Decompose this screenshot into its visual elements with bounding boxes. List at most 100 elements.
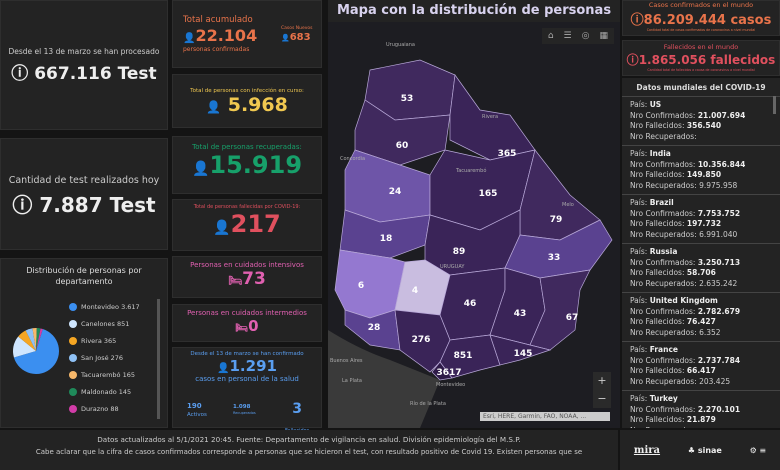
active-panel: Total de personas con infección en curso… — [172, 74, 322, 128]
country-field: Nro Recuperados: — [630, 327, 697, 337]
country-field: 21.007.694 — [697, 110, 746, 120]
place-montevideo: Montevideo — [436, 382, 465, 388]
dept-montevideo[interactable] — [431, 361, 453, 381]
legend-label: Rivera 365 — [81, 337, 117, 345]
legend-swatch — [69, 303, 77, 311]
new-cases-value: 683 — [289, 32, 311, 43]
person-icon: 👤 — [217, 363, 230, 374]
pie-slice-rivera[interactable] — [18, 330, 36, 351]
bed-icon: 🛏 — [235, 323, 249, 334]
country-item: País: Russia Nro Confirmados: 3.250.713 … — [622, 244, 780, 293]
place-uruguay: URUGUAY — [440, 264, 465, 270]
basemap-gallery-icon[interactable]: ▦ — [599, 31, 608, 41]
health-staff-sub: casos en personal de la salud — [195, 375, 299, 383]
country-field: Brazil — [649, 198, 674, 207]
pie-slice-san-josé[interactable] — [25, 328, 36, 351]
home-icon[interactable]: ⌂ — [547, 31, 554, 41]
deaths-value: 217 — [230, 210, 281, 238]
pie-slice-tacuarembó[interactable] — [32, 328, 37, 351]
layers-icon[interactable]: ◎ — [581, 31, 590, 41]
country-field: Nro Recuperados: — [630, 229, 697, 239]
country-field: Nro Confirmados: — [630, 110, 696, 120]
mira-logo: mira — [633, 444, 661, 456]
country-field: Nro Recuperados: — [630, 180, 697, 190]
info-icon: ⓘ — [630, 13, 644, 28]
tests-today-value: 7.887 Test — [39, 193, 156, 217]
country-field: País: — [630, 247, 648, 256]
label-rivera: 365 — [498, 149, 517, 159]
country-field: 76.427 — [686, 317, 716, 326]
legend-item[interactable]: Tacuarembó 165 — [69, 371, 135, 379]
recovered-label: Total de personas recuperadas: — [192, 143, 302, 151]
country-item: País: Turkey Nro Confirmados: 2.270.101 … — [622, 391, 780, 428]
country-field: 356.540 — [686, 121, 722, 130]
label-paysandu: 24 — [389, 187, 402, 197]
legend-item[interactable]: Canelones 851 — [69, 320, 129, 328]
health-staff-value: 1.291 — [229, 357, 277, 375]
tests-today-panel: Cantidad de test realizados hoy ⓘ 7.887 … — [0, 138, 168, 250]
country-field: 203.425 — [699, 376, 731, 386]
world-list-scrollbar[interactable] — [773, 96, 776, 114]
label-rocha: 67 — [566, 313, 579, 323]
legend-item[interactable]: Maldonado 145 — [69, 388, 131, 396]
country-field: 6.991.040 — [699, 229, 738, 239]
legend-item[interactable]: Rivera 365 — [69, 337, 116, 345]
label-maldonado: 145 — [514, 349, 533, 359]
deaths-panel: Total de personas fallecidas por COVID-1… — [172, 199, 322, 251]
country-field: Nro Fallecidos: — [630, 317, 685, 326]
map-title: Mapa con la distribución de personas — [328, 0, 620, 22]
map-canvas[interactable]: 53 60 365 24 165 79 18 89 33 6 4 46 43 6… — [328, 22, 620, 428]
country-field: US — [649, 100, 662, 109]
country-field: Nro Recuperados: — [630, 278, 697, 288]
label-cerro-largo: 79 — [550, 215, 563, 225]
legend-item[interactable]: San José 276 — [69, 354, 123, 362]
pie-slice-canelones[interactable] — [13, 336, 36, 358]
country-field: 58.706 — [686, 268, 716, 277]
country-field: 197.732 — [686, 219, 722, 228]
person-icon: 👤 — [281, 34, 290, 42]
pie-slice-maldonado[interactable] — [36, 328, 41, 351]
pie-slice-durazno[interactable] — [36, 328, 43, 351]
country-field: Nro Fallecidos: — [630, 121, 685, 130]
legend-swatch — [69, 371, 77, 379]
legend-item[interactable]: Durazno 88 — [69, 405, 119, 413]
new-cases-label: Casos Nuevos — [281, 26, 313, 31]
accumulated-sub: personas confirmadas — [183, 46, 250, 53]
country-field: Nro Confirmados: — [630, 404, 696, 414]
person-icon: 👤 — [191, 161, 210, 177]
list-icon[interactable]: ☰ — [563, 31, 572, 41]
world-list-panel[interactable]: Datos mundiales del COVID-19 País: US Nr… — [622, 78, 780, 428]
label-durazno: 89 — [453, 247, 466, 257]
country-item: País: United Kingdom Nro Confirmados: 2.… — [622, 293, 780, 342]
country-field: 9.975.958 — [699, 180, 738, 190]
world-cases-value: 86.209.444 casos — [643, 13, 772, 28]
tests-total-value: 667.116 Test — [34, 64, 157, 84]
pie-slice-montevideo[interactable] — [13, 329, 59, 374]
health-staff-label: Desde el 13 de marzo se han confirmado — [190, 351, 304, 357]
hs-active-value: 190 — [187, 402, 202, 410]
active-value: 5.968 — [227, 94, 288, 116]
dept-soriano[interactable] — [334, 249, 406, 319]
world-deaths-sub: Cantidad total de fallecidos a causa de … — [647, 68, 755, 72]
country-field: 6.352 — [699, 327, 721, 337]
icu-label: Personas en cuidados intensivos — [190, 261, 304, 269]
country-field: Nro Confirmados: — [630, 208, 696, 218]
logos-bar: mira ♣ sinae ⚙ ≡ — [620, 430, 780, 470]
dept-salto[interactable] — [354, 99, 451, 166]
dept-rocha[interactable] — [529, 269, 591, 351]
zoom-in-button[interactable]: + — [597, 374, 607, 387]
place-buenos-aires: Buenos Aires — [330, 358, 363, 364]
legend-scrollbar[interactable] — [157, 299, 160, 419]
country-field: Nro Recuperados: — [630, 131, 697, 141]
label-lavalleja: 43 — [514, 309, 527, 319]
world-cases-sub: Cantidad total de casos confirmados de c… — [646, 28, 756, 32]
footer: Datos actualizados al 5/1/2021 20:45. Fu… — [0, 430, 618, 470]
label-salto: 60 — [396, 141, 409, 151]
map-panel[interactable]: Mapa con la distribución de personas ⌂ ☰ ◎… — [328, 0, 620, 428]
legend-item[interactable]: Montevideo 3.617 — [69, 303, 140, 311]
country-field: País: — [630, 198, 648, 207]
zoom-out-button[interactable]: − — [597, 392, 607, 405]
dept-maldonado[interactable] — [489, 334, 552, 366]
map-toolbar: ⌂ ☰ ◎ ▦ — [541, 28, 614, 44]
country-field: United Kingdom — [649, 296, 718, 305]
